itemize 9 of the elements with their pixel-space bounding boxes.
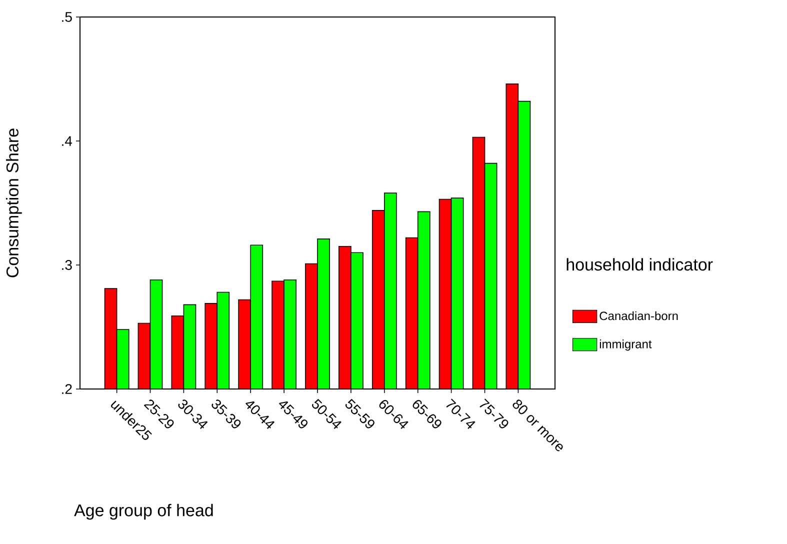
y-tick-label: .4 — [62, 136, 72, 146]
legend-title: household indicator — [566, 258, 713, 271]
y-axis-title: Consumption Share — [6, 128, 22, 278]
x-axis-title: Age group of head — [74, 504, 213, 520]
y-tick-label: .5 — [62, 12, 72, 22]
y-tick-label: .2 — [62, 384, 72, 394]
legend-label: Canadian-born — [600, 311, 678, 320]
y-tick-label: .3 — [62, 260, 72, 270]
legend-label: immigrant — [600, 340, 652, 351]
